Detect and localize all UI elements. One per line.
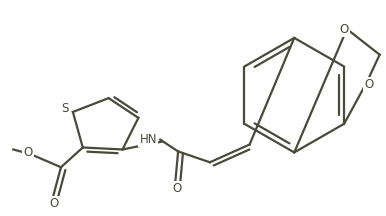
Text: O: O	[173, 183, 182, 195]
Text: O: O	[24, 146, 33, 159]
Text: S: S	[61, 102, 69, 114]
Text: O: O	[339, 22, 349, 35]
Text: O: O	[49, 197, 59, 210]
Text: HN: HN	[140, 133, 157, 146]
Text: O: O	[364, 78, 373, 91]
